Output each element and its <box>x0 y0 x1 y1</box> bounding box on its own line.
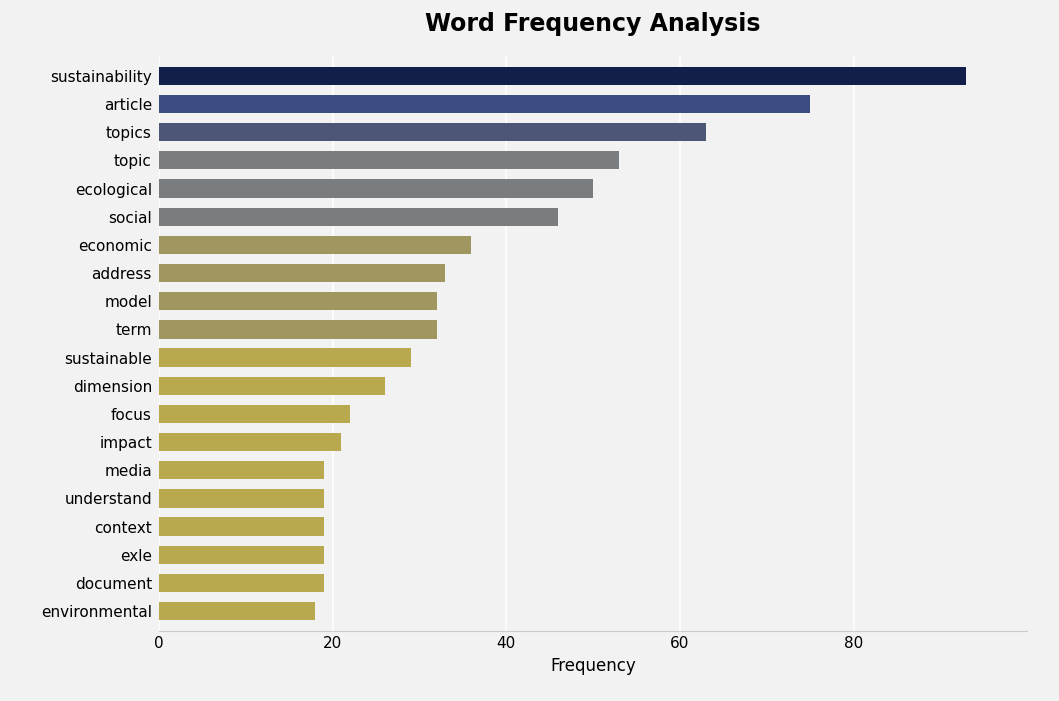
Bar <box>159 404 349 423</box>
Bar <box>159 320 436 339</box>
Bar <box>159 348 411 367</box>
Bar <box>159 179 593 198</box>
Bar <box>159 489 324 508</box>
Bar <box>159 545 324 564</box>
Bar <box>159 95 810 113</box>
Bar <box>159 461 324 479</box>
Bar <box>159 236 471 254</box>
Bar <box>159 67 967 85</box>
X-axis label: Frequency: Frequency <box>551 657 635 675</box>
Title: Word Frequency Analysis: Word Frequency Analysis <box>426 12 760 36</box>
Bar <box>159 433 341 451</box>
Bar <box>159 574 324 592</box>
Bar <box>159 264 446 283</box>
Bar <box>159 123 706 142</box>
Bar <box>159 207 558 226</box>
Bar <box>159 292 436 311</box>
Bar <box>159 151 620 170</box>
Bar <box>159 376 384 395</box>
Bar <box>159 517 324 536</box>
Bar <box>159 602 316 620</box>
